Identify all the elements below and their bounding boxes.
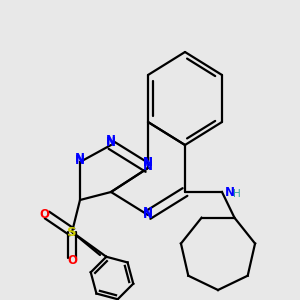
Text: N: N bbox=[106, 134, 116, 146]
Text: N: N bbox=[143, 155, 153, 169]
Text: S: S bbox=[67, 226, 77, 238]
Text: O: O bbox=[39, 208, 49, 221]
Text: N: N bbox=[143, 206, 153, 218]
Text: N: N bbox=[75, 154, 85, 166]
Text: N: N bbox=[143, 157, 153, 169]
Text: H: H bbox=[233, 189, 241, 199]
Text: N: N bbox=[143, 160, 153, 172]
Text: N: N bbox=[143, 208, 153, 221]
Text: N: N bbox=[225, 185, 235, 199]
Text: O: O bbox=[67, 254, 77, 268]
Text: N: N bbox=[75, 152, 85, 164]
Text: N: N bbox=[106, 136, 116, 148]
